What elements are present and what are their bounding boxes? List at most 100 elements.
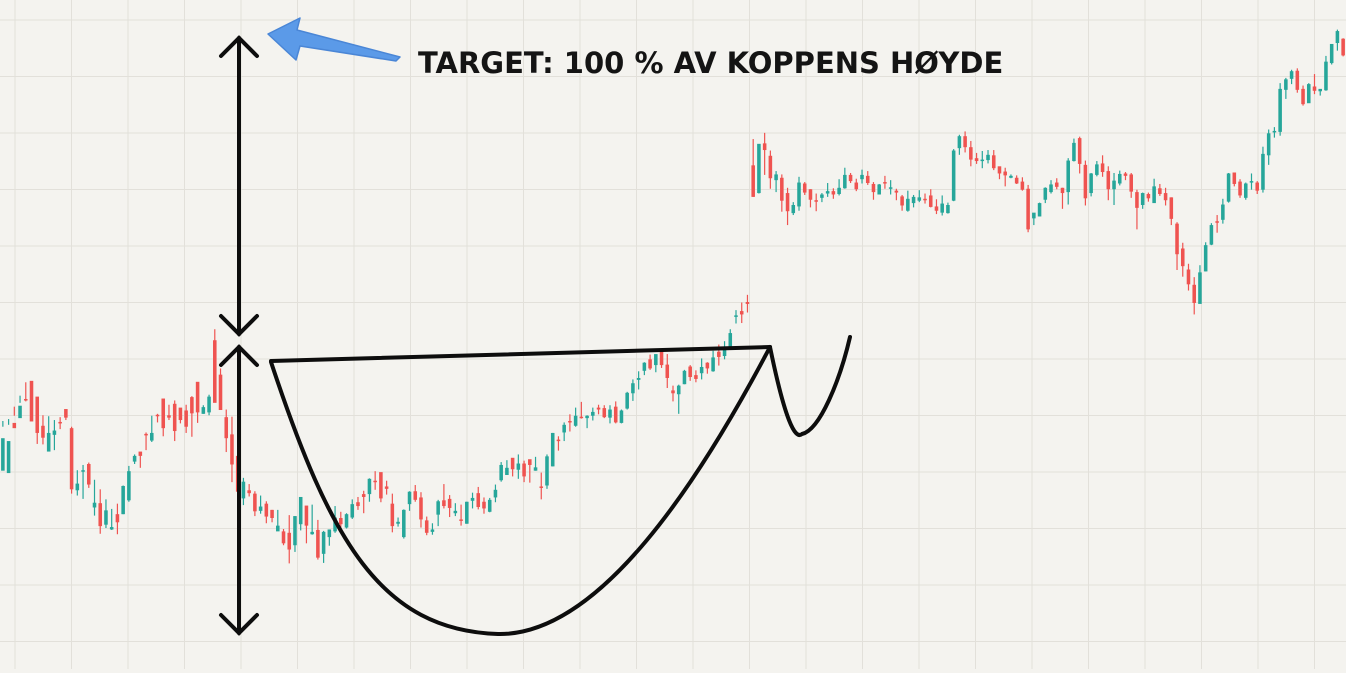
candle <box>843 167 847 189</box>
candle <box>161 398 166 437</box>
candle-body-up <box>407 491 412 505</box>
candle <box>1215 215 1219 233</box>
candle <box>820 193 824 203</box>
candle-body-up <box>757 143 761 194</box>
candle <box>556 436 561 451</box>
candle-body-up <box>797 182 801 207</box>
candle <box>1335 29 1340 51</box>
candle-body-up <box>1037 203 1042 217</box>
candle <box>155 413 160 423</box>
candle-body-up <box>1221 204 1225 220</box>
candle <box>150 415 154 443</box>
candle-body-down <box>1060 187 1065 194</box>
candle-body-down <box>1255 182 1259 191</box>
candle <box>1083 160 1088 206</box>
candle <box>659 350 664 368</box>
candle-body-up <box>946 205 950 214</box>
candle-body-up <box>465 501 469 524</box>
candle-body-down <box>808 189 813 200</box>
candle-body-down <box>476 493 481 508</box>
candle <box>298 496 303 531</box>
candle <box>1255 181 1259 195</box>
candle-body-down <box>69 428 74 490</box>
candle <box>1221 198 1225 224</box>
candle <box>276 509 280 532</box>
candle <box>213 329 217 403</box>
target-height-arrow <box>219 35 259 337</box>
candle-body-down <box>1169 197 1174 219</box>
candle <box>980 151 985 169</box>
candle <box>1203 242 1208 272</box>
candle-body-up <box>1261 153 1265 190</box>
cup-curve <box>269 345 772 637</box>
candle <box>46 416 51 452</box>
candle-body-down <box>768 155 773 179</box>
candle <box>1129 172 1133 198</box>
candle <box>997 166 1002 180</box>
candle-body-up <box>654 354 658 366</box>
candle-body-up <box>1243 183 1248 198</box>
candle <box>75 470 80 496</box>
candle-body-down <box>802 183 807 193</box>
candle <box>81 464 85 499</box>
candle <box>482 497 486 514</box>
candle-body-up <box>1335 31 1340 44</box>
candle <box>487 497 492 513</box>
candle <box>1266 129 1271 165</box>
candle-body-down <box>390 503 395 527</box>
candle-body-down <box>442 500 446 507</box>
candle <box>883 175 887 189</box>
candle-body-down <box>739 311 744 315</box>
candle-body-up <box>906 198 910 211</box>
candle <box>1037 202 1042 217</box>
candle-body-up <box>940 203 944 213</box>
candle-body-down <box>419 497 423 520</box>
candle-body-up <box>625 392 629 409</box>
candle <box>1272 127 1277 138</box>
candle-body-up <box>470 497 475 501</box>
candle <box>447 495 452 518</box>
candle-body-up <box>636 377 641 380</box>
candle-body-down <box>1146 194 1151 199</box>
candle <box>69 426 74 494</box>
candle-body-down <box>29 380 34 422</box>
candle <box>860 169 864 184</box>
candle <box>1049 180 1053 194</box>
candle-body-down <box>659 351 664 366</box>
candle-body-up <box>436 501 440 515</box>
candle <box>190 396 194 437</box>
candle <box>207 394 211 416</box>
candle <box>894 188 899 201</box>
candle <box>814 193 818 212</box>
candle <box>1 420 5 471</box>
candle-body-up <box>820 194 824 198</box>
candle-body-down <box>602 408 607 418</box>
candle <box>1112 172 1116 206</box>
candle <box>974 152 979 164</box>
candle <box>516 454 521 479</box>
candle-body-down <box>671 390 675 394</box>
candle <box>1054 178 1059 190</box>
candle <box>23 382 28 402</box>
candle-body-up <box>81 470 85 472</box>
candle-body-up <box>516 463 521 470</box>
candle <box>877 183 881 195</box>
candle-body-down <box>1054 182 1059 187</box>
candle <box>402 509 406 539</box>
candle-body-down <box>1003 171 1007 176</box>
candle <box>1095 161 1099 177</box>
candle <box>505 460 509 475</box>
target-label: TARGET: 100 % AV KOPPENS HØYDE <box>418 46 1003 80</box>
candle <box>510 457 515 477</box>
candle <box>230 416 234 483</box>
candle-body-down <box>1301 88 1305 105</box>
candle <box>791 202 796 216</box>
candle <box>619 409 624 424</box>
candle <box>1163 187 1168 206</box>
candle <box>424 516 429 536</box>
candle-body-up <box>1284 79 1288 90</box>
candle-body-up <box>1112 180 1116 190</box>
candle <box>58 417 62 430</box>
candle-body-up <box>791 205 796 214</box>
candles-group <box>1 29 1345 564</box>
